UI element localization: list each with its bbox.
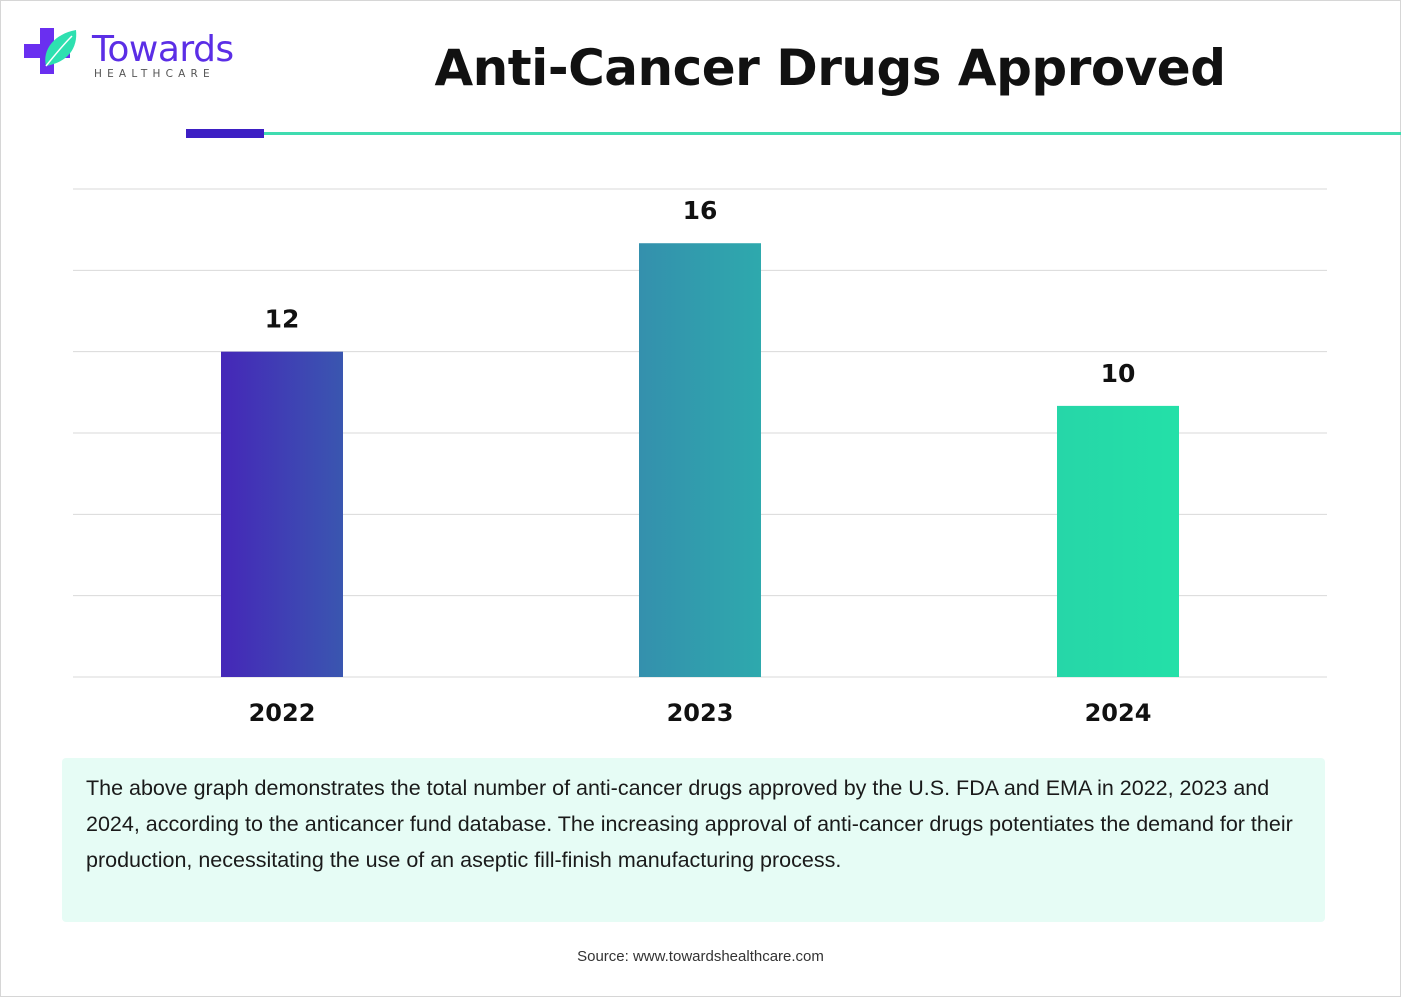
brand-logo[interactable]: Towards HEALTHCARE (24, 26, 244, 86)
brand-subtitle: HEALTHCARE (94, 68, 215, 80)
data-label-2024: 10 (1101, 359, 1136, 388)
source-note: Source: www.towardshealthcare.com (577, 948, 824, 965)
data-label-2023: 16 (683, 196, 718, 225)
description-box: The above graph demonstrates the total n… (62, 758, 1325, 922)
chart-labels: 12 2022 16 2023 10 2024 (249, 196, 1152, 727)
title-accent-bar (186, 129, 264, 138)
bar-2022[interactable] (221, 351, 343, 677)
title-divider-line (264, 132, 1401, 135)
bar-2023[interactable] (639, 243, 761, 677)
chart-bars (221, 243, 1179, 677)
x-tick-label-2022: 2022 (249, 699, 316, 727)
description-text: The above graph demonstrates the total n… (86, 776, 1293, 872)
data-label-2022: 12 (265, 305, 300, 334)
x-tick-label-2024: 2024 (1085, 699, 1152, 727)
medical-cross-icon (24, 28, 77, 74)
x-tick-label-2023: 2023 (667, 699, 734, 727)
page-title: Anti-Cancer Drugs Approved (434, 39, 1226, 97)
bar-2024[interactable] (1057, 405, 1179, 677)
bar-chart: 12 2022 16 2023 10 2024 (73, 188, 1327, 727)
brand-name: Towards (92, 29, 234, 70)
